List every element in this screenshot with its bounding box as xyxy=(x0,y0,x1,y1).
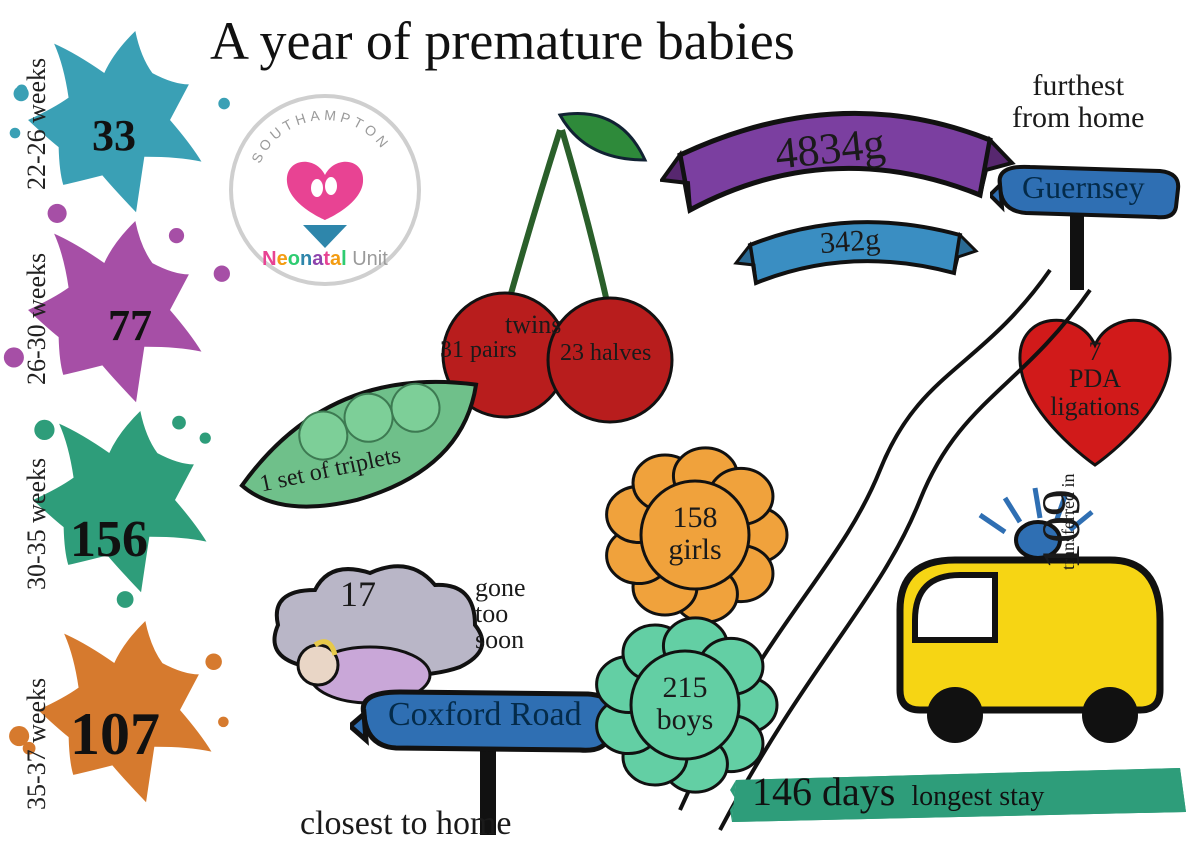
closest-sign-text: Coxford Road xyxy=(388,696,582,734)
page-title: A year of premature babies xyxy=(210,10,795,72)
weeks-2-label: 30-35 weeks xyxy=(22,458,52,590)
longest-value: 146 days xyxy=(752,769,895,814)
weeks-3-value: 107 xyxy=(70,700,160,769)
closest-caption: closest to home xyxy=(300,805,512,843)
gone-value: 17 xyxy=(340,573,376,615)
weeks-3-label: 35-37 weeks xyxy=(22,678,52,810)
boys-value: 215 xyxy=(590,672,780,704)
gone-text: gone too soon xyxy=(475,575,526,653)
logo-badge: SOUTHAMPTON Neonatal Unit xyxy=(225,90,425,290)
logo-word-neonatal: Neonatal xyxy=(262,248,347,270)
weeks-2-value: 156 xyxy=(70,510,148,569)
infographic-canvas: A year of premature babies 33 77 156 107… xyxy=(0,0,1200,848)
boys-label: boys xyxy=(590,704,780,736)
furthest-caption: furthest from home xyxy=(1012,70,1144,133)
weeks-1-label: 26-30 weeks xyxy=(22,253,52,385)
longest-label: longest stay xyxy=(911,781,1044,812)
longest-stay-band: 146 days longest stay xyxy=(730,760,1190,830)
weeks-0-label: 22-26 weeks xyxy=(22,58,52,190)
logo-word-unit: Unit xyxy=(352,248,388,270)
peapod: 1 set of triplets xyxy=(213,343,506,536)
furthest-sign-text: Guernsey xyxy=(1022,169,1145,206)
ambulance: 109 transferred in xyxy=(860,470,1180,750)
weeks-1-value: 77 xyxy=(108,300,152,351)
cherries-line1: twins xyxy=(505,310,561,340)
weeks-0-value: 33 xyxy=(92,110,136,161)
girls-label: girls xyxy=(600,534,790,566)
ambulance-label: transferred in xyxy=(1058,474,1078,570)
flower-girls: 158 girls xyxy=(600,440,790,630)
girls-value: 158 xyxy=(600,502,790,534)
